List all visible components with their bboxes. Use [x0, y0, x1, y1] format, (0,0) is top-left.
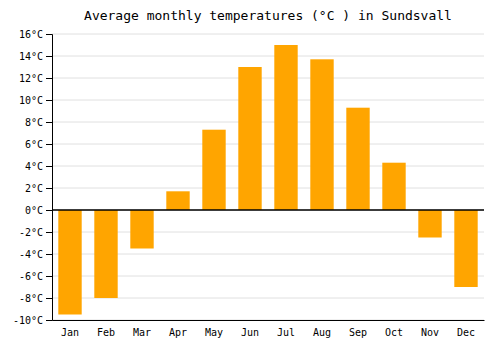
grid-line: [52, 166, 484, 167]
tick-label: -4°C: [19, 249, 43, 260]
tick-label: -6°C: [19, 271, 43, 282]
bars: [52, 45, 484, 315]
bar: [130, 210, 153, 249]
tick-label: -2°C: [19, 227, 43, 238]
tick-label: -10°C: [13, 315, 43, 326]
tick: Jan: [61, 327, 79, 338]
grid-line: [52, 122, 484, 123]
tick: 6°C: [25, 139, 52, 150]
tick-label: 8°C: [25, 117, 43, 128]
axis-line: [46, 35, 53, 321]
zero-line: [52, 209, 484, 211]
tick-label: 0°C: [25, 205, 43, 216]
bar: [346, 108, 369, 210]
grid-line: [52, 188, 484, 189]
tick-label: Mar: [133, 327, 151, 338]
bar: [58, 210, 81, 315]
tick: Mar: [133, 327, 151, 338]
tick-label: Apr: [169, 327, 187, 338]
grid-line: [52, 100, 484, 101]
grid-line: [52, 34, 484, 35]
bar: [238, 67, 261, 210]
tick-mark: [46, 232, 52, 233]
x-axis: Jan Feb Mar Apr May Jun Jul Aug Sep Oct Nov Dec: [53, 321, 485, 339]
tick: Nov: [421, 327, 439, 338]
tick: 14°C: [19, 51, 52, 62]
tick: Aug: [313, 327, 331, 338]
axis-line: [53, 320, 485, 321]
tick-label: 6°C: [25, 139, 43, 150]
tick: May: [205, 327, 223, 338]
bar: [274, 45, 297, 210]
tick-label: 14°C: [19, 51, 43, 62]
tick: 12°C: [19, 73, 52, 84]
tick-label: -8°C: [19, 293, 43, 304]
tick-label: Aug: [313, 327, 331, 338]
tick-mark: [46, 276, 52, 277]
tick: 16°C: [19, 29, 52, 40]
tick-mark: [46, 34, 52, 35]
tick-mark: [46, 122, 52, 123]
tick: -8°C: [19, 293, 52, 304]
tick: Sep: [349, 327, 367, 338]
bar: [166, 191, 189, 210]
bar: [94, 210, 117, 298]
tick-label: Sep: [349, 327, 367, 338]
tick-mark: [46, 320, 52, 321]
tick: Dec: [457, 327, 475, 338]
tick-label: 12°C: [19, 73, 43, 84]
tick: -2°C: [19, 227, 52, 238]
tick: 0°C: [25, 205, 52, 216]
grid-line: [52, 56, 484, 57]
tick-mark: [46, 166, 52, 167]
tick-mark: [46, 56, 52, 57]
chart: -10°C -8°C -6°C -4°C -2°C 0°C 2°C 4°C 6°C 8°C 10°C…: [0, 0, 500, 350]
tick: 2°C: [25, 183, 52, 194]
tick-mark: [46, 100, 52, 101]
tick: 10°C: [19, 95, 52, 106]
tick: -6°C: [19, 271, 52, 282]
tick: Oct: [385, 327, 403, 338]
tick: Jun: [241, 327, 259, 338]
tick: -4°C: [19, 249, 52, 260]
tick-label: Jun: [241, 327, 259, 338]
tick: 8°C: [25, 117, 52, 128]
tick-label: Jul: [277, 327, 295, 338]
plot: -10°C -8°C -6°C -4°C -2°C 0°C 2°C 4°C 6°C 8°C 10°C…: [13, 29, 485, 338]
grid: [52, 34, 484, 320]
tick: -10°C: [13, 315, 52, 326]
grid-line: [52, 78, 484, 79]
tick: Apr: [169, 327, 187, 338]
tick: Jul: [277, 327, 295, 338]
tick-label: Nov: [421, 327, 439, 338]
tick-label: Jan: [61, 327, 79, 338]
bar: [454, 210, 477, 287]
bar: [310, 59, 333, 210]
tick-mark: [46, 298, 52, 299]
tick-label: 2°C: [25, 183, 43, 194]
tick-mark: [46, 254, 52, 255]
tick-label: Oct: [385, 327, 403, 338]
grid-line: [52, 144, 484, 145]
tick-mark: [46, 144, 52, 145]
tick-label: 4°C: [25, 161, 43, 172]
tick-mark: [46, 78, 52, 79]
bar: [418, 210, 441, 238]
grid-line: [52, 210, 484, 211]
tick-label: Feb: [97, 327, 115, 338]
tick: Feb: [97, 327, 115, 338]
tick-label: May: [205, 327, 223, 338]
tick-label: 16°C: [19, 29, 43, 40]
tick: 4°C: [25, 161, 52, 172]
title: Average monthly temperatures (°C ) in Su…: [84, 8, 452, 23]
tick-label: Dec: [457, 327, 475, 338]
tick-mark: [46, 188, 52, 189]
grid-line: [52, 320, 484, 321]
bar: [202, 130, 225, 210]
y-axis: -10°C -8°C -6°C -4°C -2°C 0°C 2°C 4°C 6°C 8°C 10°C…: [13, 29, 53, 326]
tick-label: 10°C: [19, 95, 43, 106]
tick-mark: [46, 210, 52, 211]
bar: [382, 163, 405, 210]
